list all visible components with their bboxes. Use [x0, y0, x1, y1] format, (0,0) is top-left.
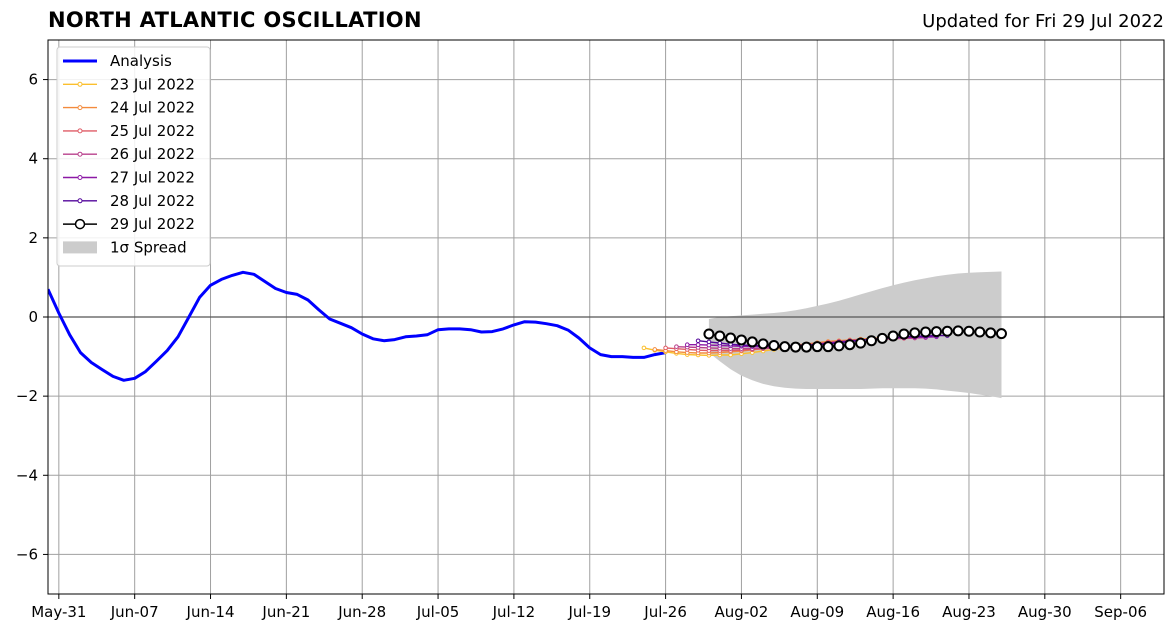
latest-forecast-point	[822, 341, 834, 353]
latest-forecast-point	[790, 341, 802, 353]
legend-forecast-marker	[77, 81, 83, 87]
latest-forecast-point	[952, 325, 964, 337]
x-tick-label: Sep-06	[1094, 603, 1147, 621]
latest-forecast-point	[757, 338, 769, 350]
legend-label: 23 Jul 2022	[110, 75, 195, 93]
legend-forecast-marker	[77, 175, 83, 180]
x-tick-label: Jun-14	[186, 603, 235, 621]
latest-forecast-point	[746, 336, 758, 348]
analysis-line	[48, 270, 666, 382]
y-tick-label: 0	[28, 308, 38, 326]
latest-forecast-point	[779, 341, 791, 353]
y-tick-label: 4	[28, 150, 38, 168]
x-tick-label: Jun-28	[337, 603, 386, 621]
legend: Analysis 23 Jul 2022 24 Jul 2022 25 Jul 202…	[56, 46, 211, 267]
x-tick-label: Aug-02	[715, 603, 769, 621]
legend-forecast-marker	[77, 105, 83, 111]
latest-forecast-point	[985, 327, 997, 339]
legend-box	[56, 46, 211, 267]
legend-label: 29 Jul 2022	[110, 215, 195, 233]
series-5-point	[684, 342, 690, 348]
latest-forecast-point	[930, 326, 942, 338]
series-2-point	[652, 347, 658, 352]
latest-forecast-point	[714, 330, 726, 342]
spread-band	[708, 271, 1002, 399]
latest-forecast-point	[855, 337, 867, 349]
series-6-point	[695, 338, 701, 344]
latest-forecast-point	[887, 330, 899, 342]
x-tick-label: Aug-16	[866, 603, 920, 621]
latest-forecast-point	[909, 327, 921, 339]
legend-latest-marker	[74, 218, 86, 230]
data-layer	[48, 270, 1164, 399]
y-tick-label: 2	[28, 229, 38, 247]
legend-forecast-marker	[77, 151, 83, 157]
axis-ticks: May-31 Jun-07 Jun-14 Jun-21 Jun-28 Jul-05 Jul-…	[16, 71, 1147, 621]
y-tick-label: −4	[16, 466, 38, 484]
legend-spread-swatch	[63, 241, 97, 254]
series-5-point	[695, 342, 701, 348]
series-6-point	[717, 340, 723, 346]
legend-label: 28 Jul 2022	[110, 192, 195, 210]
updated-label: Updated for Fri 29 Jul 2022	[922, 11, 1164, 32]
series-1-point	[641, 345, 647, 351]
x-tick-label: Jul-05	[416, 603, 460, 621]
series-3-point	[663, 345, 668, 351]
x-tick-label: Jun-07	[110, 603, 159, 621]
legend-label: 26 Jul 2022	[110, 145, 195, 163]
legend-label: 27 Jul 2022	[110, 169, 195, 187]
series-6-point	[706, 339, 712, 345]
legend-forecast-marker	[77, 198, 83, 204]
latest-forecast-point	[941, 325, 953, 337]
x-tick-label: Jul-19	[567, 603, 611, 621]
latest-forecast-point	[865, 335, 877, 347]
x-tick-label: May-31	[31, 603, 86, 621]
x-tick-label: Aug-09	[790, 603, 844, 621]
legend-forecast-marker	[77, 128, 83, 134]
legend-label: 1σ Spread	[110, 238, 187, 256]
latest-forecast-point	[963, 325, 975, 337]
latest-forecast-point	[974, 326, 986, 338]
x-tick-label: Jul-12	[492, 603, 536, 621]
latest-forecast-point	[995, 328, 1007, 340]
latest-forecast-point	[844, 339, 856, 351]
chart-title: NORTH ATLANTIC OSCILLATION	[48, 8, 422, 32]
legend-label: Analysis	[110, 52, 172, 70]
x-tick-label: Jun-21	[261, 603, 310, 621]
latest-forecast-point	[833, 340, 845, 352]
y-tick-label: 6	[28, 71, 38, 89]
latest-forecast-point	[876, 332, 888, 344]
latest-forecast-point	[898, 328, 910, 340]
latest-forecast-point	[725, 332, 737, 344]
x-tick-label: Aug-23	[942, 603, 996, 621]
x-tick-label: Jul-26	[643, 603, 687, 621]
x-tick-label: Aug-30	[1018, 603, 1072, 621]
latest-forecast-point	[768, 339, 780, 351]
latest-forecast-point	[800, 341, 812, 353]
latest-forecast-point	[735, 334, 747, 346]
y-tick-label: −6	[16, 545, 38, 563]
legend-label: 24 Jul 2022	[110, 99, 195, 117]
latest-forecast-point	[703, 328, 715, 340]
legend-label: 25 Jul 2022	[110, 122, 195, 140]
series-4-point	[674, 344, 679, 349]
latest-forecast-point	[920, 326, 932, 338]
latest-forecast-point	[811, 341, 823, 353]
y-tick-label: −2	[16, 387, 38, 405]
